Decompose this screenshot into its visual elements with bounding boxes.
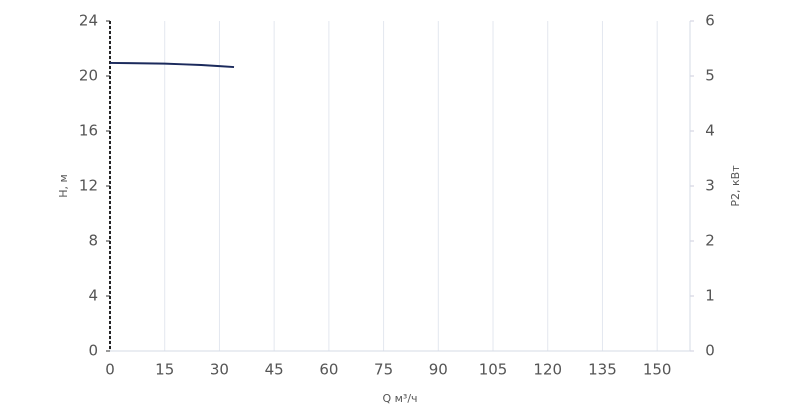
y-axis-label: H, м — [57, 174, 70, 198]
y2-axis-label: P2, кВт — [729, 165, 742, 207]
x-tick-label: 150 — [643, 361, 672, 379]
x-axis-label: Q м³/ч — [382, 392, 417, 405]
y-tick-label: 24 — [79, 12, 98, 30]
series-line — [109, 61, 235, 69]
y2-tick-label: 3 — [705, 177, 715, 195]
x-tick-label: 135 — [588, 361, 617, 379]
y2-tick-label: 5 — [705, 67, 715, 85]
y2-tick-label: 4 — [705, 122, 715, 140]
y2-tick-label: 6 — [705, 12, 715, 30]
y-tick-label: 20 — [79, 67, 98, 85]
y-tick-label: 8 — [88, 232, 98, 250]
x-tick-label: 45 — [265, 361, 284, 379]
x-tick-label: 15 — [155, 361, 174, 379]
x-tick-label: 30 — [210, 361, 229, 379]
y-tick-label: 0 — [88, 342, 98, 360]
x-tick-label: 90 — [429, 361, 448, 379]
y-tick-label: 4 — [88, 287, 98, 305]
y2-tick-label: 1 — [705, 287, 715, 305]
x-tick-label: 60 — [319, 361, 338, 379]
x-tick-label: 75 — [374, 361, 393, 379]
y-tick-label: 12 — [79, 177, 98, 195]
x-tick-label: 0 — [105, 361, 115, 379]
y2-tick-label: 0 — [705, 342, 715, 360]
y-tick-label: 16 — [79, 122, 98, 140]
y2-tick-label: 2 — [705, 232, 715, 250]
x-tick-label: 105 — [479, 361, 508, 379]
x-tick-label: 120 — [533, 361, 562, 379]
